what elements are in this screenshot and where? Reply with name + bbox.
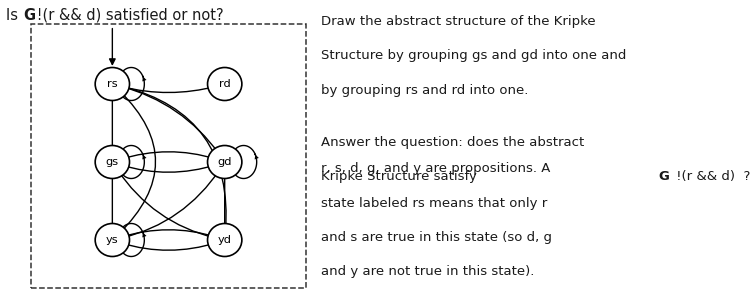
Circle shape [208, 146, 242, 178]
Text: gd: gd [217, 157, 232, 167]
Text: G: G [658, 170, 669, 183]
Circle shape [208, 68, 242, 100]
Circle shape [96, 146, 129, 178]
Text: yd: yd [217, 235, 232, 245]
Text: G: G [23, 8, 35, 22]
Text: rs: rs [107, 79, 117, 89]
Circle shape [96, 224, 129, 256]
Text: Kripke Structure satisfy: Kripke Structure satisfy [321, 170, 481, 183]
Text: Answer the question: does the abstract: Answer the question: does the abstract [321, 136, 584, 149]
Text: Structure by grouping gs and gd into one and: Structure by grouping gs and gd into one… [321, 50, 626, 62]
Text: by grouping rs and rd into one.: by grouping rs and rd into one. [321, 84, 528, 97]
Text: and s are true in this state (so d, g: and s are true in this state (so d, g [321, 231, 552, 244]
Text: ys: ys [106, 235, 119, 245]
Text: !(r && d) satisfied or not?: !(r && d) satisfied or not? [32, 8, 224, 22]
Bar [31, 24, 306, 288]
Circle shape [96, 68, 129, 100]
Text: gs: gs [106, 157, 119, 167]
Text: rd: rd [219, 79, 231, 89]
Text: !(r && d)  ? Explain.: !(r && d) ? Explain. [672, 170, 752, 183]
Text: r, s, d, g, and y are propositions. A: r, s, d, g, and y are propositions. A [321, 162, 550, 175]
Circle shape [208, 224, 242, 256]
Text: and y are not true in this state).: and y are not true in this state). [321, 266, 534, 278]
Text: Is: Is [6, 8, 23, 22]
Text: state labeled rs means that only r: state labeled rs means that only r [321, 196, 547, 209]
Text: Draw the abstract structure of the Kripke: Draw the abstract structure of the Kripk… [321, 15, 596, 28]
